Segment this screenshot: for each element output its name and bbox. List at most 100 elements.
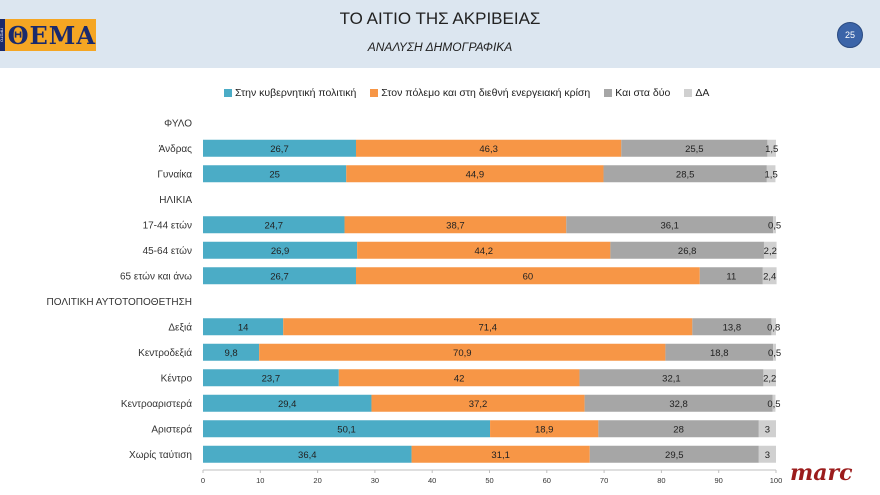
category-label: Κεντροαριστερά xyxy=(121,398,192,410)
logo-text: ΘΕΜΑ xyxy=(7,20,96,50)
data-label: 18,9 xyxy=(535,424,554,435)
data-label: 23,7 xyxy=(262,373,281,384)
legend-swatch-both xyxy=(604,89,613,97)
bar-segment xyxy=(762,267,777,285)
data-label: 2,2 xyxy=(764,246,777,257)
legend-swatch-government xyxy=(224,89,232,97)
bar-segment xyxy=(598,420,759,438)
data-label: 29,4 xyxy=(278,399,297,410)
bar-segment xyxy=(763,369,776,387)
data-label: 0,5 xyxy=(768,348,781,359)
legend-swatch-war xyxy=(370,89,379,97)
x-tick-label: 40 xyxy=(428,476,436,485)
bar-segment xyxy=(203,420,491,438)
data-label: 13,8 xyxy=(723,322,742,333)
data-label: 32,1 xyxy=(662,373,681,384)
legend-label-na: ΔΑ xyxy=(695,87,710,99)
bar-segment xyxy=(357,241,611,259)
bar-segment xyxy=(699,267,763,285)
bar-segment xyxy=(344,216,567,234)
data-label: 44,2 xyxy=(475,246,494,257)
legend-label-both: Και στα δύο xyxy=(615,87,671,99)
legend-item-na: ΔΑ xyxy=(684,87,709,99)
x-tick-label: 80 xyxy=(657,476,665,485)
data-label: 25 xyxy=(269,169,280,180)
legend-item-both: Και στα δύο xyxy=(604,87,670,99)
bar-segment xyxy=(665,343,774,361)
data-label: 71,4 xyxy=(479,322,498,333)
bar-segment xyxy=(371,394,585,412)
category-label: Κέντρο xyxy=(161,372,193,384)
slide-header: ΠΡΩΤΟ ΘΕΜΑ ΤΟ ΑΙΤΙΟ ΤΗΣ ΑΚΡΙΒΕΙΑΣ ΑΝΑΛΥΣ… xyxy=(0,0,880,68)
bar-segment xyxy=(203,165,347,183)
bar-segment xyxy=(692,318,772,336)
bar-segment xyxy=(589,445,759,463)
bar-segment xyxy=(203,318,284,336)
x-tick-label: 0 xyxy=(201,476,205,485)
data-label: 44,9 xyxy=(466,169,485,180)
legend-label-war: Στον πόλεμο και στη διεθνή ενεργειακή κρ… xyxy=(381,87,591,99)
data-label: 0,5 xyxy=(768,220,781,231)
category-label: Δεξιά xyxy=(168,321,192,333)
data-label: 2,2 xyxy=(763,373,776,384)
data-label: 26,9 xyxy=(271,246,290,257)
bar-segment xyxy=(771,318,776,336)
bar-segment xyxy=(566,216,774,234)
data-label: 18,8 xyxy=(710,348,729,359)
data-label: 37,2 xyxy=(469,399,488,410)
legend-label-government: Στην κυβερνητική πολιτική xyxy=(235,87,357,99)
bar-segment xyxy=(766,165,776,183)
section-label: ΗΛΙΚΙΑ xyxy=(159,195,192,206)
bar-segment xyxy=(603,165,767,183)
bar-segment xyxy=(203,369,339,387)
data-label: 28 xyxy=(673,424,684,435)
bar-segment xyxy=(490,420,599,438)
newspaper-logo: ΠΡΩΤΟ ΘΕΜΑ xyxy=(0,19,96,51)
data-label: 11 xyxy=(726,271,736,282)
x-tick-label: 20 xyxy=(313,476,321,485)
bar-segment xyxy=(411,445,590,463)
data-label: 60 xyxy=(523,271,534,282)
data-label: 14 xyxy=(238,322,249,333)
bar-segment xyxy=(203,216,345,234)
bar-segment xyxy=(621,139,768,157)
section-label: ΠΟΛΙΤΙΚΗ ΑΥΤΟΤΟΠΟΘΕΤΗΣΗ xyxy=(47,297,192,308)
data-label: 32,8 xyxy=(669,399,688,410)
bar-segment xyxy=(763,241,777,259)
category-label: Χωρίς ταύτιση xyxy=(129,449,192,461)
data-label: 31,1 xyxy=(491,450,510,461)
x-tick-label: 60 xyxy=(543,476,551,485)
category-label: 45-64 ετών xyxy=(143,245,192,257)
data-label: 26,8 xyxy=(678,246,697,257)
bar-segment xyxy=(203,139,356,157)
data-label: 3 xyxy=(765,424,770,435)
bar-segment xyxy=(773,343,776,361)
data-label: 46,3 xyxy=(479,144,498,155)
bar-segment xyxy=(259,343,666,361)
data-label: 70,9 xyxy=(453,348,472,359)
legend-swatch-na xyxy=(684,89,693,97)
bar-segment xyxy=(579,369,764,387)
data-label: 0,8 xyxy=(767,322,780,333)
bar-segment xyxy=(773,216,776,234)
bar-segment xyxy=(203,241,358,259)
bar-segment xyxy=(758,420,776,438)
bar-segment xyxy=(338,369,580,387)
data-label: 26,7 xyxy=(270,271,289,282)
marc-logo: marc xyxy=(790,460,853,486)
data-label: 36,4 xyxy=(298,450,317,461)
bar-segment xyxy=(203,343,260,361)
category-label: Γυναίκα xyxy=(157,168,192,180)
data-label: 42 xyxy=(454,373,465,384)
category-label: Αριστερά xyxy=(151,423,192,435)
x-tick-label: 50 xyxy=(485,476,493,485)
data-label: 25,5 xyxy=(685,144,704,155)
bar-segment xyxy=(767,139,776,157)
bar-segment xyxy=(283,318,693,336)
bar-segment xyxy=(758,445,776,463)
data-label: 26,7 xyxy=(270,144,289,155)
logo-side-label: ΠΡΩΤΟ xyxy=(0,19,5,51)
data-label: 28,5 xyxy=(676,169,695,180)
data-label: 50,1 xyxy=(337,424,356,435)
